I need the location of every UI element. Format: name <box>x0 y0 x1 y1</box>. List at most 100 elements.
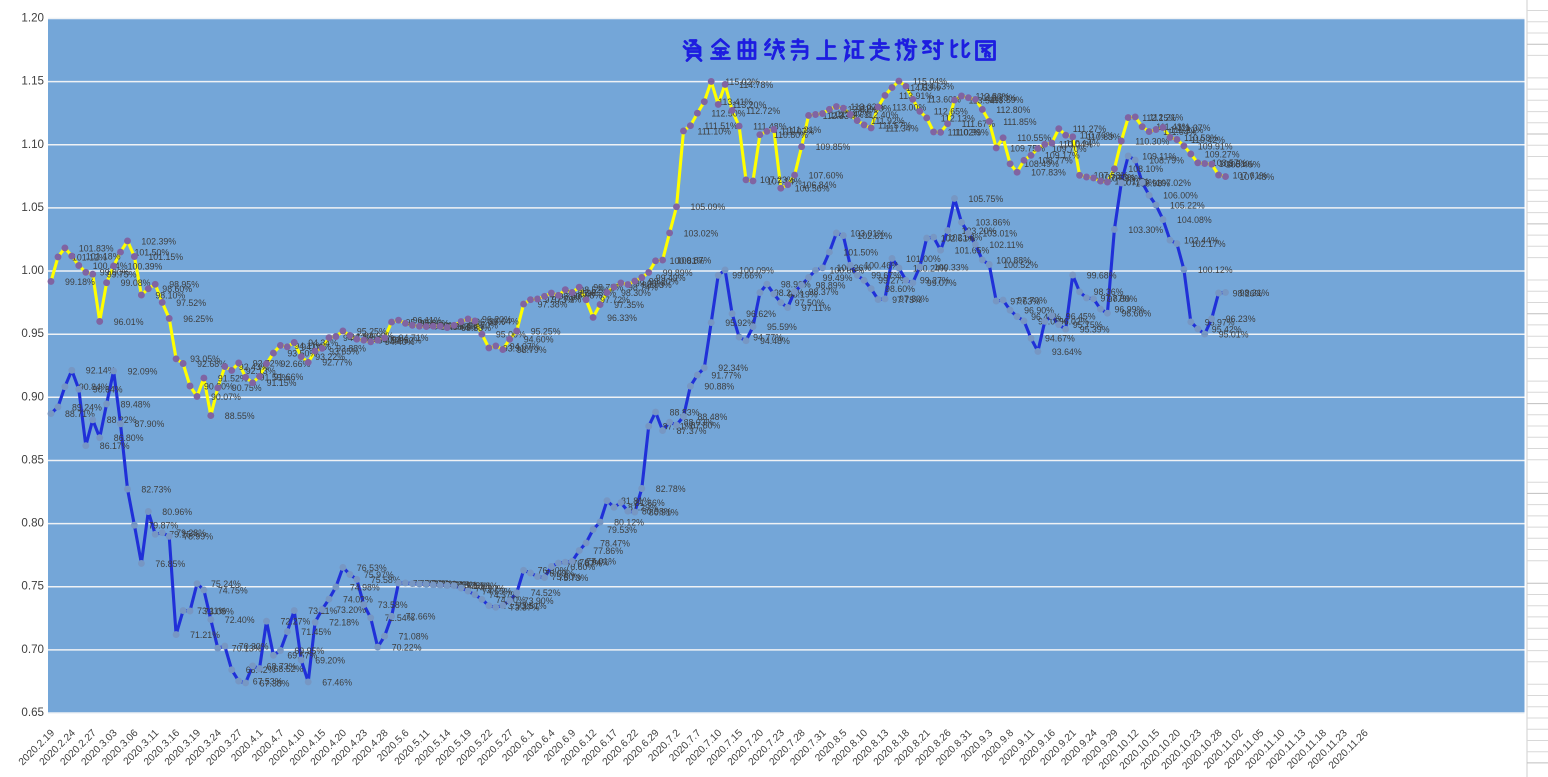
svg-text:111.92%: 111.92% <box>871 116 905 126</box>
svg-text:113.54%: 113.54% <box>969 96 1003 106</box>
svg-text:111.10%: 111.10% <box>698 126 732 136</box>
svg-text:67.46%: 67.46% <box>322 677 352 687</box>
svg-text:81.29%: 81.29% <box>628 503 658 513</box>
svg-text:69.20%: 69.20% <box>315 655 345 665</box>
svg-text:92.09%: 92.09% <box>128 366 158 376</box>
svg-text:113.59%: 113.59% <box>989 95 1023 105</box>
svg-text:0.95: 0.95 <box>21 327 44 340</box>
svg-text:74.02%: 74.02% <box>343 595 373 605</box>
svg-text:96.05%: 96.05% <box>1038 316 1068 326</box>
svg-text:98.25%: 98.25% <box>565 289 595 299</box>
svg-text:98.52%: 98.52% <box>579 285 609 295</box>
svg-text:76.30%: 76.30% <box>538 566 568 576</box>
svg-text:87.37%: 87.37% <box>677 426 707 436</box>
svg-text:111.57%: 111.57% <box>878 120 912 130</box>
svg-text:73.11%: 73.11% <box>197 606 226 616</box>
svg-text:87.80%: 87.80% <box>691 421 721 431</box>
svg-text:112.21%: 112.21% <box>1149 112 1183 122</box>
svg-text:99.06%: 99.06% <box>635 278 665 288</box>
svg-text:95.39%: 95.39% <box>1080 325 1110 335</box>
svg-text:92.34%: 92.34% <box>718 363 748 373</box>
svg-text:76.09%: 76.09% <box>545 568 575 578</box>
svg-text:99.27%: 99.27% <box>920 276 950 286</box>
svg-text:88.71%: 88.71% <box>65 409 95 419</box>
svg-text:94.40%: 94.40% <box>385 337 415 347</box>
svg-text:73.20%: 73.20% <box>336 605 366 615</box>
svg-text:102.17%: 102.17% <box>1191 239 1226 249</box>
svg-text:76.87%: 76.87% <box>572 559 602 569</box>
svg-text:110.63%: 110.63% <box>1087 132 1121 142</box>
svg-text:95.63%: 95.63% <box>454 322 484 332</box>
svg-text:94.00%: 94.00% <box>301 342 331 352</box>
svg-text:102.68%: 102.68% <box>948 233 983 243</box>
svg-text:80.96%: 80.96% <box>162 507 192 517</box>
svg-text:95.96%: 95.96% <box>406 318 436 328</box>
svg-text:71.45%: 71.45% <box>301 627 331 637</box>
svg-text:86.80%: 86.80% <box>114 433 144 443</box>
svg-text:107.38%: 107.38% <box>1108 173 1143 183</box>
svg-text:101.18%: 101.18% <box>86 252 121 262</box>
svg-text:102.61%: 102.61% <box>941 234 976 244</box>
svg-text:112.90%: 112.90% <box>857 104 891 114</box>
svg-text:108.46%: 108.46% <box>1226 160 1261 170</box>
svg-text:90.07%: 90.07% <box>211 392 241 402</box>
svg-text:107.14%: 107.14% <box>767 176 802 186</box>
svg-text:98.30%: 98.30% <box>586 288 616 298</box>
svg-text:98.74%: 98.74% <box>628 282 658 292</box>
svg-text:75.12%: 75.12% <box>454 581 484 591</box>
svg-text:111.37%: 111.37% <box>1177 123 1211 133</box>
svg-text:103.02%: 103.02% <box>684 228 719 238</box>
svg-text:93.88%: 93.88% <box>336 344 366 354</box>
svg-text:76.85%: 76.85% <box>155 559 185 569</box>
svg-text:74.75%: 74.75% <box>218 585 248 595</box>
svg-text:99.89%: 99.89% <box>663 268 693 278</box>
svg-text:1.20: 1.20 <box>21 12 44 25</box>
svg-text:1.10: 1.10 <box>21 138 44 151</box>
svg-text:110.14%: 110.14% <box>1066 138 1100 148</box>
svg-text:111.85%: 111.85% <box>1003 117 1037 127</box>
svg-text:75.73%: 75.73% <box>559 573 589 583</box>
svg-text:72.27%: 72.27% <box>281 617 311 627</box>
svg-text:101.12%: 101.12% <box>72 252 107 262</box>
svg-text:93.91%: 93.91% <box>503 343 533 353</box>
svg-text:111.04%: 111.04% <box>1163 127 1197 137</box>
svg-text:97.80%: 97.80% <box>899 294 929 304</box>
svg-text:98.08%: 98.08% <box>572 291 602 301</box>
svg-text:108.77%: 108.77% <box>1038 156 1073 166</box>
svg-text:99.27%: 99.27% <box>878 276 908 286</box>
svg-text:112.13%: 112.13% <box>941 113 975 123</box>
svg-text:109.11%: 109.11% <box>1142 151 1176 161</box>
svg-text:94.82%: 94.82% <box>350 332 380 342</box>
svg-text:100.87%: 100.87% <box>677 256 712 266</box>
svg-text:74.37%: 74.37% <box>489 590 519 600</box>
svg-text:94.71%: 94.71% <box>399 333 429 343</box>
svg-text:78.47%: 78.47% <box>600 538 630 548</box>
svg-text:115.02%: 115.02% <box>725 77 759 87</box>
svg-text:81.81%: 81.81% <box>621 496 651 506</box>
svg-text:95.25%: 95.25% <box>531 326 561 336</box>
svg-text:94.48%: 94.48% <box>760 336 790 346</box>
svg-text:96.62%: 96.62% <box>746 309 776 319</box>
svg-text:95.25%: 95.25% <box>357 326 387 336</box>
svg-text:101.15%: 101.15% <box>148 252 183 262</box>
svg-text:98.96%: 98.96% <box>781 280 811 290</box>
svg-text:100.26%: 100.26% <box>837 263 872 273</box>
svg-text:96.99%: 96.99% <box>1115 305 1145 315</box>
svg-text:1.00: 1.00 <box>21 264 44 277</box>
svg-text:105.09%: 105.09% <box>691 202 726 212</box>
svg-text:113.91%: 113.91% <box>899 91 933 101</box>
svg-text:95.00%: 95.00% <box>496 330 526 340</box>
svg-text:79.28%: 79.28% <box>176 528 206 538</box>
svg-text:98.29%: 98.29% <box>774 288 804 298</box>
svg-text:76.60%: 76.60% <box>565 562 595 572</box>
svg-text:114.63%: 114.63% <box>920 82 954 92</box>
svg-text:75.24%: 75.24% <box>211 579 241 589</box>
svg-text:93.22%: 93.22% <box>315 352 345 362</box>
svg-text:103.30%: 103.30% <box>1128 225 1163 235</box>
svg-text:113.73%: 113.73% <box>982 93 1016 103</box>
svg-text:96.25%: 96.25% <box>183 314 213 324</box>
svg-text:99.07%: 99.07% <box>927 278 957 288</box>
svg-text:77.01%: 77.01% <box>586 557 616 567</box>
svg-text:107.02%: 107.02% <box>1156 178 1191 188</box>
svg-text:102.39%: 102.39% <box>141 236 176 246</box>
